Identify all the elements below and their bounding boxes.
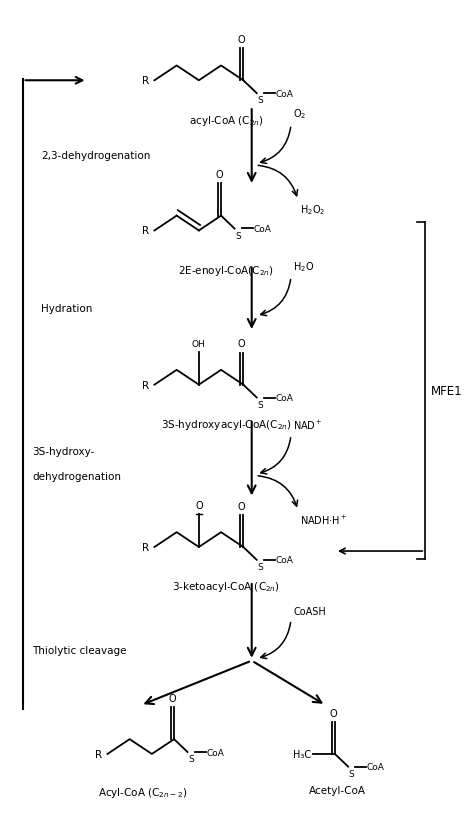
Text: CoA: CoA xyxy=(275,555,293,564)
Text: 2,3-dehydrogenation: 2,3-dehydrogenation xyxy=(41,152,151,161)
Text: H₃C: H₃C xyxy=(293,749,311,759)
Text: O: O xyxy=(238,34,246,45)
Text: 2E-enoyl-CoA(C$_{2n}$): 2E-enoyl-CoA(C$_{2n}$) xyxy=(178,264,274,278)
Text: O: O xyxy=(195,500,203,510)
Text: O: O xyxy=(216,170,223,180)
Text: R: R xyxy=(142,380,149,390)
Text: O$_2$: O$_2$ xyxy=(293,107,307,121)
Text: 3S-hydroxyacyl-CoA(C$_{2n}$): 3S-hydroxyacyl-CoA(C$_{2n}$) xyxy=(161,418,292,432)
Text: H$_2$O$_2$: H$_2$O$_2$ xyxy=(301,203,326,217)
Text: H$_2$O: H$_2$O xyxy=(293,260,315,274)
Text: O: O xyxy=(329,708,337,718)
Text: CoA: CoA xyxy=(275,393,293,402)
Text: R: R xyxy=(95,749,102,759)
Text: NADH·H$^+$: NADH·H$^+$ xyxy=(301,514,348,527)
Text: S: S xyxy=(257,563,263,572)
Text: Hydration: Hydration xyxy=(41,303,92,313)
Text: S: S xyxy=(188,754,194,763)
Text: S: S xyxy=(235,231,241,240)
Text: CoA: CoA xyxy=(367,762,384,771)
Text: O: O xyxy=(169,693,176,703)
Text: S: S xyxy=(257,96,263,105)
Text: CoA: CoA xyxy=(206,748,224,757)
Text: 3S-hydroxy-: 3S-hydroxy- xyxy=(32,446,94,457)
Text: R: R xyxy=(142,226,149,236)
Text: Acetyl-CoA: Acetyl-CoA xyxy=(309,785,366,794)
Text: acyl-CoA (C$_{2n}$): acyl-CoA (C$_{2n}$) xyxy=(189,114,264,128)
Text: R: R xyxy=(142,542,149,552)
Text: 3-ketoacyl-CoA (C$_{2n}$): 3-ketoacyl-CoA (C$_{2n}$) xyxy=(172,580,280,594)
Text: CoA: CoA xyxy=(253,224,271,233)
Text: O: O xyxy=(238,501,246,511)
Text: OH: OH xyxy=(192,339,206,348)
Text: NAD$^+$: NAD$^+$ xyxy=(293,419,323,432)
Text: CoASH: CoASH xyxy=(293,606,326,616)
Text: S: S xyxy=(349,769,355,778)
Text: S: S xyxy=(257,400,263,410)
Text: Thiolytic cleavage: Thiolytic cleavage xyxy=(32,645,127,656)
Text: dehydrogenation: dehydrogenation xyxy=(32,471,121,481)
Text: Acyl-CoA (C$_{2n-2}$): Acyl-CoA (C$_{2n-2}$) xyxy=(99,785,188,799)
Text: O: O xyxy=(238,339,246,349)
Text: MFE1: MFE1 xyxy=(431,385,463,398)
Text: CoA: CoA xyxy=(275,89,293,98)
Text: R: R xyxy=(142,76,149,86)
